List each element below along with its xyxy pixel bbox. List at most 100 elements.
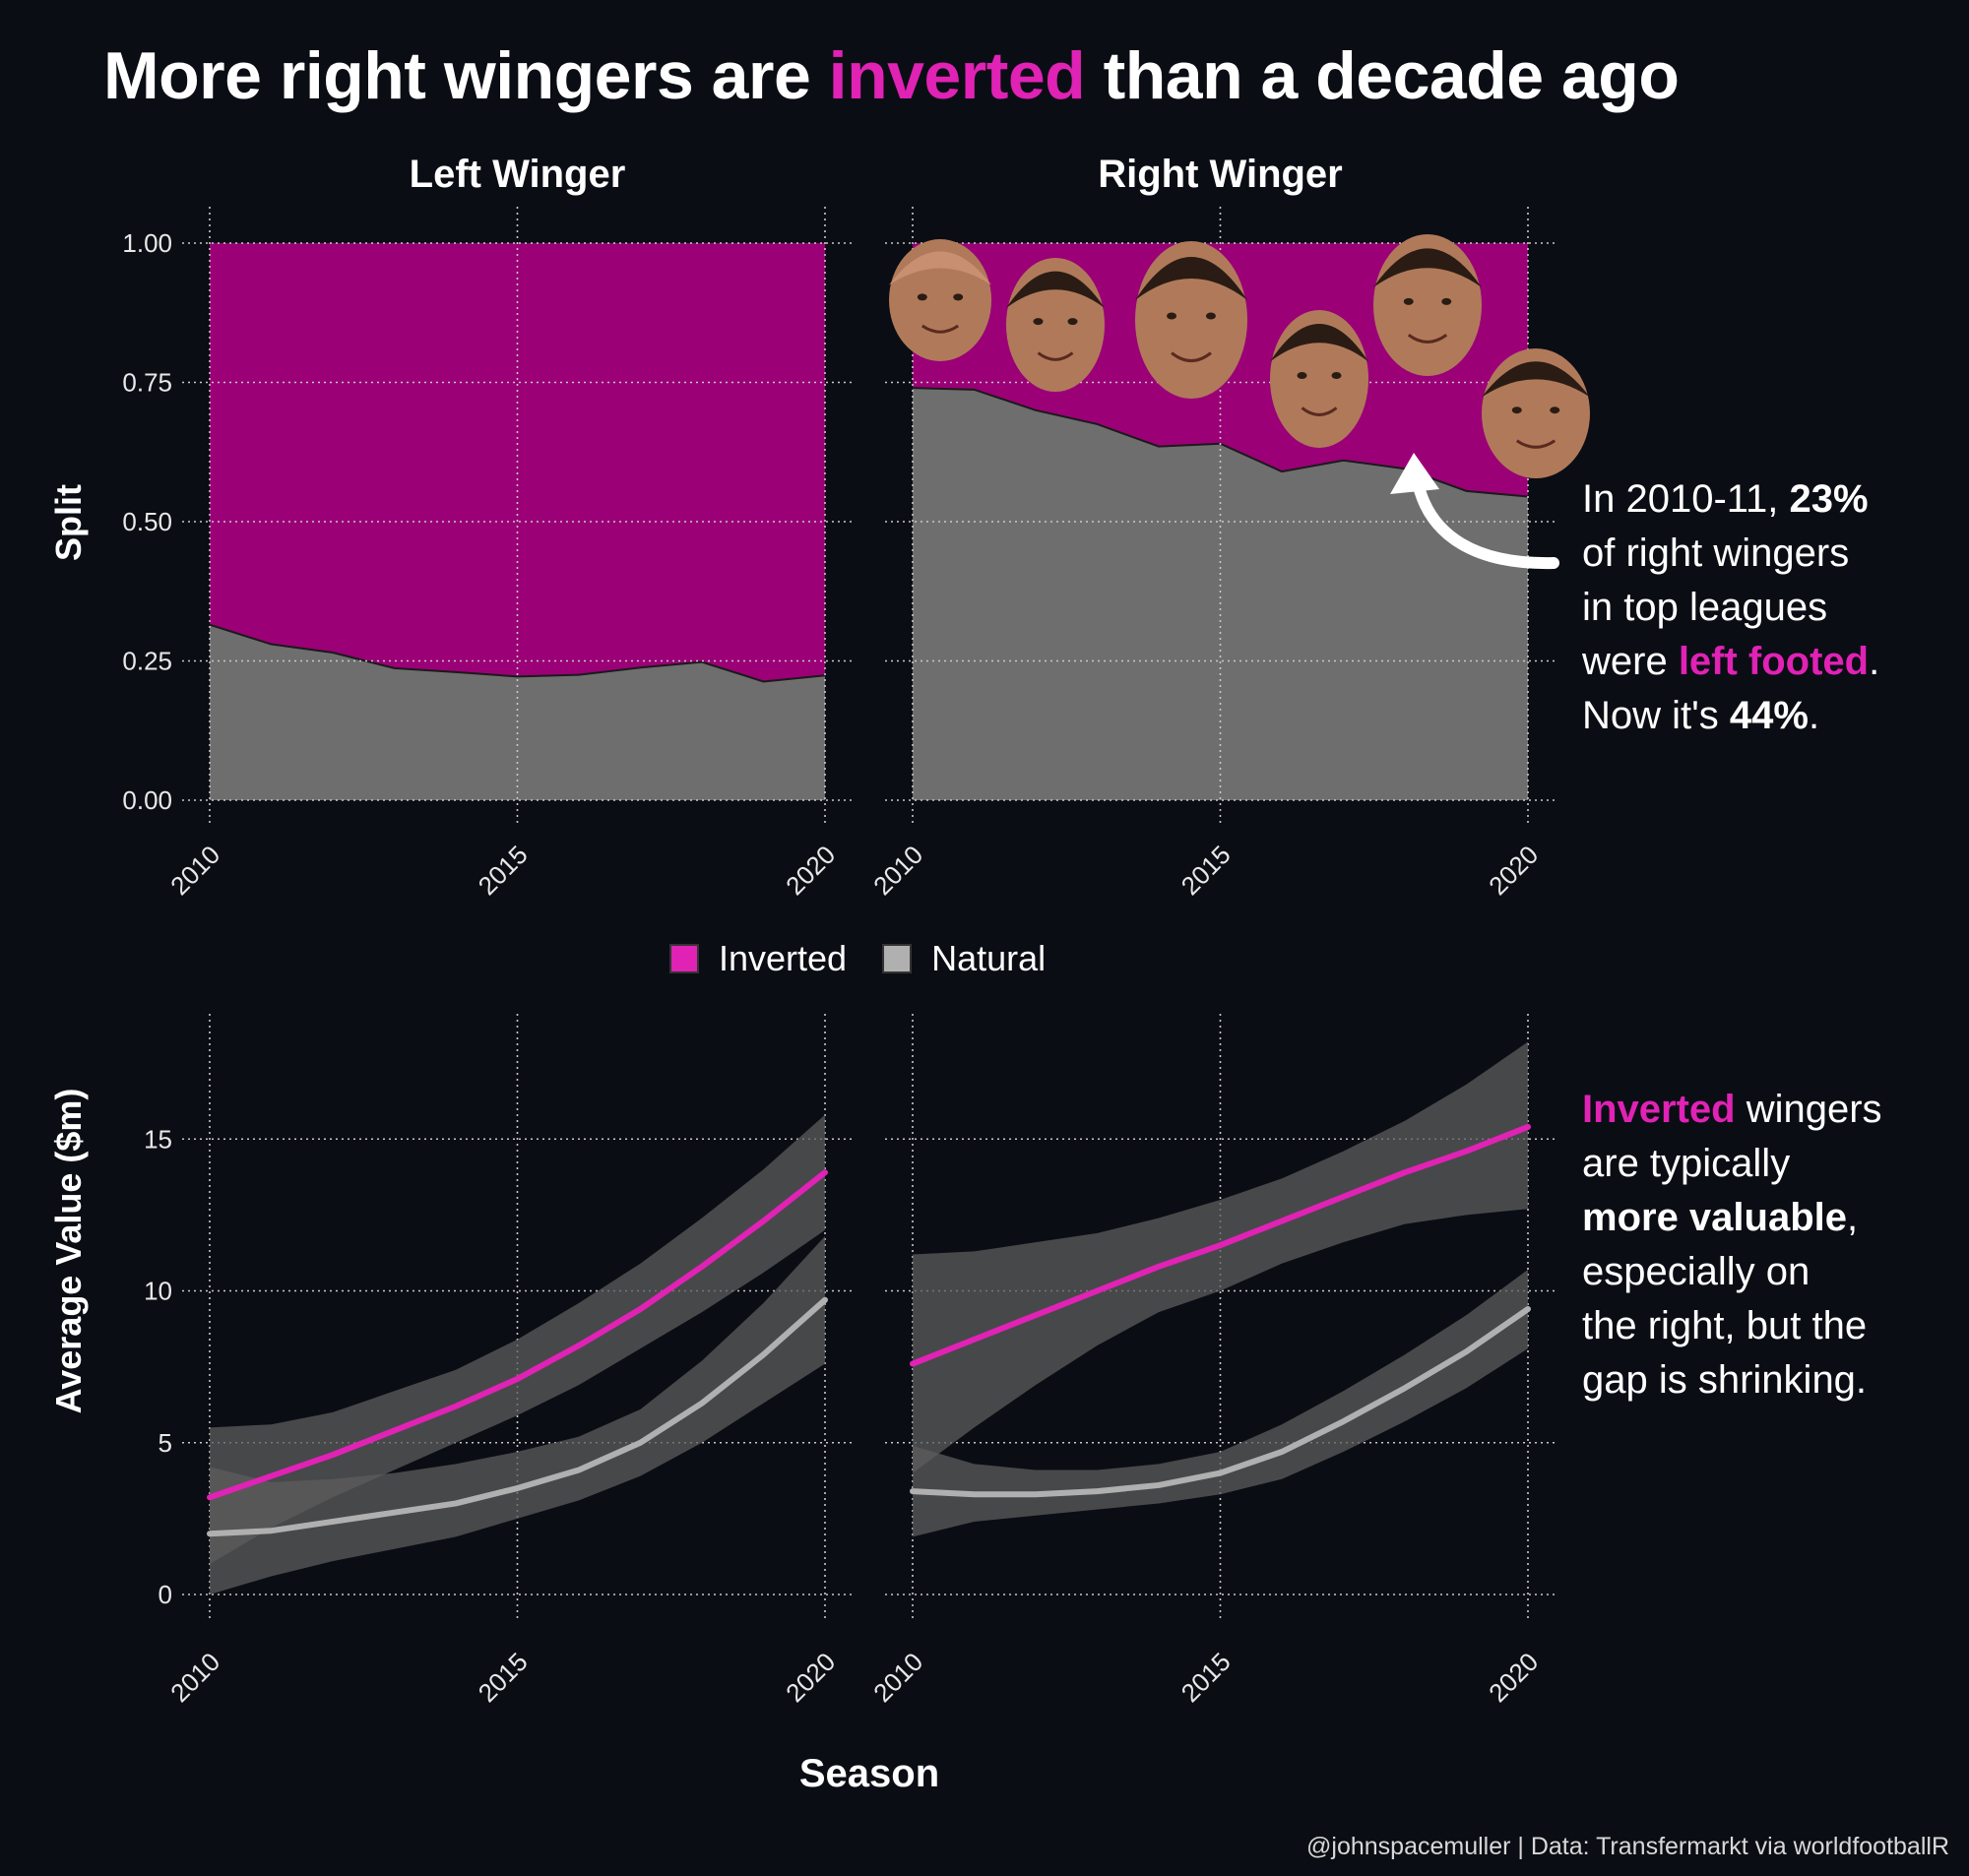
annotation-arrowhead xyxy=(1390,453,1439,494)
face-eye xyxy=(917,293,927,301)
face-eye xyxy=(1167,312,1177,320)
ann-top-text: were xyxy=(1582,640,1679,683)
face-eye xyxy=(1033,318,1044,326)
legend-label-inverted: Inverted xyxy=(719,938,848,978)
value-xtick-label: 2010 xyxy=(867,1647,928,1708)
ann-top-text: Now it's xyxy=(1582,694,1730,737)
ann-top-pct-now: 44% xyxy=(1729,694,1809,737)
face-mouth xyxy=(1407,334,1448,344)
split-ytick-label: 0.50 xyxy=(122,507,172,536)
Robben-face xyxy=(889,239,991,361)
face-hair xyxy=(1270,324,1368,362)
face-eye xyxy=(1331,372,1342,379)
face-hair xyxy=(1482,361,1590,398)
confidence-band-inverted xyxy=(913,1041,1528,1473)
split-ytick-label: 0.25 xyxy=(122,647,172,676)
ann-top-pct-2010: 23% xyxy=(1789,477,1869,521)
title-part1: More right wingers are xyxy=(103,38,829,113)
face-eye xyxy=(1550,406,1560,414)
trend-line-inverted xyxy=(207,1169,828,1501)
split-xtick-label: 2010 xyxy=(867,840,928,901)
annotation-arrow xyxy=(1412,476,1559,570)
annotation-value: Inverted wingers are typically more valu… xyxy=(1582,1083,1882,1407)
ann-bottom-more-valuable: more valuable xyxy=(1582,1196,1848,1239)
face-eye xyxy=(1297,372,1307,379)
ann-top-text: . xyxy=(1808,694,1820,737)
value-xtick-label: 2015 xyxy=(473,1647,534,1708)
ann-top-line3: in top leagues xyxy=(1582,586,1828,629)
value-ytick-label: 10 xyxy=(144,1277,172,1306)
ann-bottom-line2: are typically xyxy=(1582,1142,1791,1185)
face-eye xyxy=(1441,297,1452,305)
facet-title-left: Left Winger xyxy=(409,153,626,196)
legend-swatch-inverted xyxy=(669,944,699,973)
value-xtick-label: 2010 xyxy=(164,1647,225,1708)
Bale-face xyxy=(1006,258,1105,392)
face-hair xyxy=(1373,248,1482,287)
face-eye xyxy=(953,293,964,301)
Salah-face xyxy=(1373,234,1482,376)
area-natural-right xyxy=(913,388,1528,800)
title-part2: than a decade ago xyxy=(1085,38,1680,113)
ann-top-left-footed: left footed xyxy=(1678,640,1870,683)
face-eye xyxy=(1205,312,1216,320)
value-ytick-label: 15 xyxy=(144,1124,172,1154)
split-ytick-label: 0.75 xyxy=(122,368,172,398)
legend-item-inverted: Inverted xyxy=(669,938,847,979)
trend-line-natural xyxy=(910,1306,1531,1498)
legend-label-natural: Natural xyxy=(931,938,1047,978)
ann-top-line2: of right wingers xyxy=(1582,532,1850,575)
value-xtick-label: 2020 xyxy=(1483,1647,1544,1708)
legend: Inverted Natural xyxy=(669,938,1081,979)
split-xtick-label: 2015 xyxy=(473,840,534,901)
annotation-split: In 2010-11, 23% of right wingers in top … xyxy=(1582,472,1879,743)
Messi-face xyxy=(1135,241,1247,399)
confidence-band-natural xyxy=(210,1235,825,1595)
face-eye xyxy=(1511,406,1522,414)
title-highlight: inverted xyxy=(828,38,1086,113)
face-hair xyxy=(1006,271,1105,308)
trend-line-natural xyxy=(207,1296,828,1537)
split-xtick-label: 2010 xyxy=(164,840,225,901)
x-axis-title: Season xyxy=(798,1752,940,1795)
confidence-band-natural xyxy=(913,1269,1528,1537)
ann-top-text: . xyxy=(1869,640,1880,683)
face-mouth xyxy=(1515,439,1556,449)
area-natural-left xyxy=(210,624,825,800)
ann-bottom-line4: especially on xyxy=(1582,1250,1810,1293)
legend-item-natural: Natural xyxy=(882,938,1046,979)
face-hair xyxy=(889,251,991,285)
value-ytick-label: 5 xyxy=(159,1428,172,1458)
face-mouth xyxy=(1037,351,1074,361)
confidence-band-inverted xyxy=(210,1114,825,1565)
face-eye xyxy=(1067,318,1078,326)
split-ytick-label: 0.00 xyxy=(122,785,172,815)
value-xtick-label: 2015 xyxy=(1175,1647,1237,1708)
source-caption: @johnspacemuller | Data: Transfermarkt v… xyxy=(1306,1833,1949,1860)
face-mouth xyxy=(1171,351,1212,363)
face-mouth xyxy=(921,324,960,334)
value-xtick-label: 2020 xyxy=(780,1647,841,1708)
split-xtick-label: 2015 xyxy=(1175,840,1237,901)
Mahrez-face xyxy=(1482,348,1590,478)
area-boundary-line xyxy=(209,623,826,683)
ann-bottom-line6: gap is shrinking. xyxy=(1582,1358,1868,1402)
split-ytick-label: 1.00 xyxy=(122,228,172,258)
legend-swatch-natural xyxy=(882,944,913,973)
ann-top-text: In 2010-11, xyxy=(1582,477,1790,521)
value-ytick-label: 0 xyxy=(159,1580,172,1609)
face-eye xyxy=(1403,297,1414,305)
Di-Maria-face xyxy=(1270,310,1368,448)
split-xtick-label: 2020 xyxy=(780,840,841,901)
face-hair xyxy=(1135,257,1247,300)
face-mouth xyxy=(1301,406,1338,416)
ann-bottom-text: , xyxy=(1847,1196,1859,1239)
ann-bottom-line5: the right, but the xyxy=(1582,1304,1868,1347)
chart-title: More right wingers are inverted than a d… xyxy=(103,37,1680,114)
ann-bottom-text: wingers xyxy=(1735,1088,1882,1131)
ann-bottom-inverted: Inverted xyxy=(1582,1088,1736,1131)
split-xtick-label: 2020 xyxy=(1483,840,1544,901)
facet-title-right: Right Winger xyxy=(1098,153,1343,196)
trend-line-inverted xyxy=(910,1123,1531,1367)
